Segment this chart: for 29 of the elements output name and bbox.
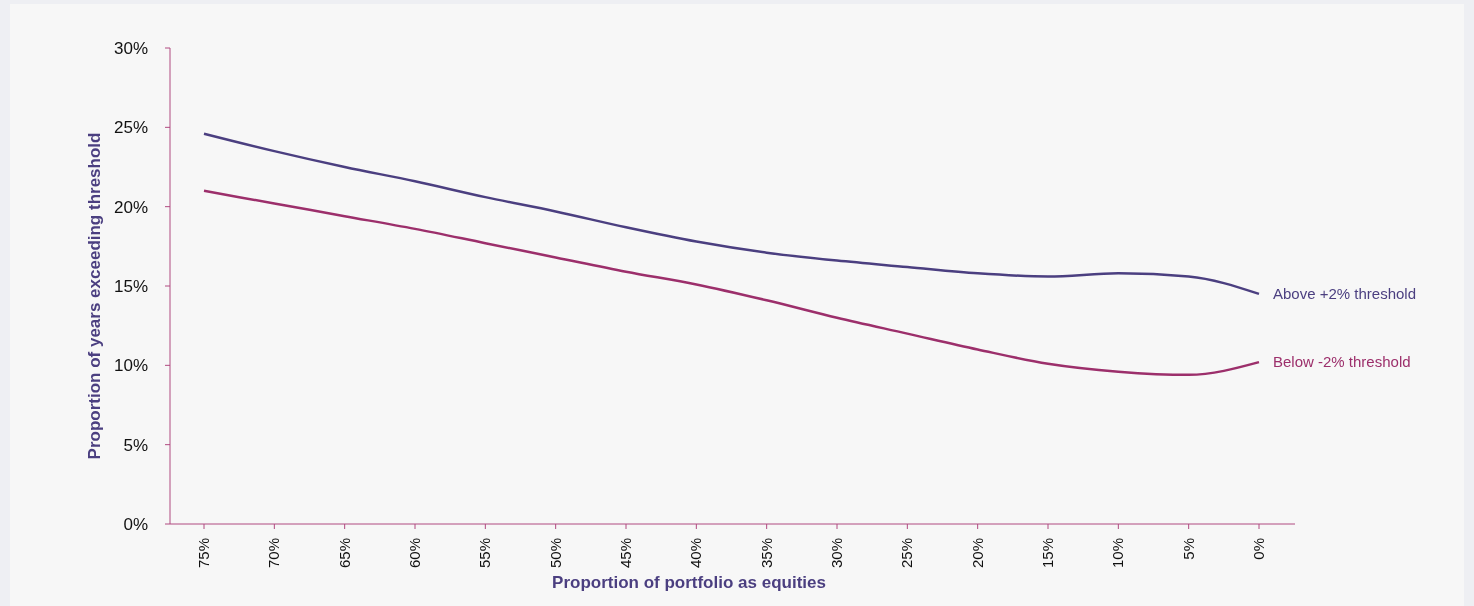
x-tick-label: 15%: [1039, 538, 1056, 569]
line-series: [202, 189, 1261, 377]
x-tick-label: 25%: [898, 538, 916, 569]
y-tick-label: 0%: [123, 514, 148, 534]
y-tick-label: 5%: [123, 435, 148, 455]
y-tick-label: 25%: [113, 118, 148, 138]
x-tick-label: 60%: [406, 538, 423, 569]
x-tick-label: 5%: [1179, 538, 1197, 560]
x-tick-label: 75%: [195, 538, 212, 569]
x-tick-label: 55%: [476, 538, 494, 569]
x-tick-label: 0%: [1250, 538, 1267, 560]
x-tick-label: 50%: [546, 538, 564, 569]
x-tick-label: 35%: [757, 538, 775, 569]
series-label: Above +2% threshold: [1273, 285, 1417, 303]
y-tick-label: 30%: [113, 38, 148, 58]
line-series: [202, 132, 1261, 296]
y-tick-label: 15%: [113, 276, 148, 296]
x-tick-label: 40%: [687, 538, 705, 569]
series-label: Below -2% threshold: [1273, 353, 1411, 371]
x-tick-label: 30%: [828, 538, 845, 569]
x-tick-label: 20%: [968, 538, 986, 569]
y-tick-label: 20%: [113, 197, 148, 217]
x-tick-label: 10%: [1109, 538, 1127, 569]
x-tick-label: 70%: [265, 538, 283, 569]
y-tick-label: 10%: [113, 356, 148, 376]
y-axis-title: Proportion of years exceeding threshold: [85, 132, 104, 460]
x-tick-label: 45%: [617, 538, 634, 569]
x-tick-label: 65%: [335, 538, 353, 569]
x-axis-title: Proportion of portfolio as equities: [552, 573, 826, 592]
